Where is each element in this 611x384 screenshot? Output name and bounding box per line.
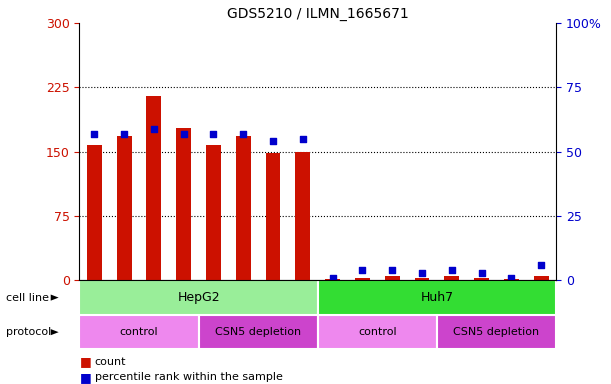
Text: control: control bbox=[358, 327, 397, 337]
Point bbox=[477, 270, 486, 276]
Point bbox=[447, 267, 456, 273]
Bar bbox=[295, 152, 310, 280]
Point bbox=[119, 131, 129, 137]
Point bbox=[238, 131, 248, 137]
Point bbox=[417, 270, 427, 276]
Bar bbox=[414, 278, 430, 280]
Bar bbox=[266, 153, 280, 280]
Point bbox=[149, 126, 159, 132]
Point bbox=[507, 275, 516, 281]
Bar bbox=[325, 279, 340, 280]
Bar bbox=[444, 276, 459, 280]
Point bbox=[387, 267, 397, 273]
Bar bbox=[87, 145, 102, 280]
Bar bbox=[79, 315, 199, 349]
Text: count: count bbox=[95, 356, 126, 367]
Text: control: control bbox=[120, 327, 158, 337]
Bar bbox=[504, 279, 519, 280]
Point bbox=[298, 136, 308, 142]
Bar bbox=[206, 145, 221, 280]
Bar bbox=[474, 278, 489, 280]
Text: cell line: cell line bbox=[6, 293, 49, 303]
Point bbox=[89, 131, 99, 137]
Bar bbox=[199, 315, 318, 349]
Bar bbox=[147, 96, 161, 280]
Bar bbox=[437, 315, 556, 349]
Text: protocol: protocol bbox=[6, 327, 51, 337]
Bar bbox=[533, 276, 549, 280]
Bar bbox=[79, 280, 318, 315]
Text: ■: ■ bbox=[79, 371, 91, 384]
Bar bbox=[318, 315, 437, 349]
Point bbox=[357, 267, 367, 273]
Bar bbox=[355, 278, 370, 280]
Point bbox=[536, 262, 546, 268]
Point bbox=[179, 131, 189, 137]
Point bbox=[268, 138, 278, 144]
Bar bbox=[236, 136, 251, 280]
Text: Huh7: Huh7 bbox=[420, 291, 453, 304]
Bar bbox=[318, 280, 556, 315]
Bar bbox=[176, 127, 191, 280]
Point bbox=[327, 275, 337, 281]
Text: HepG2: HepG2 bbox=[177, 291, 220, 304]
Point bbox=[208, 131, 218, 137]
Title: GDS5210 / ILMN_1665671: GDS5210 / ILMN_1665671 bbox=[227, 7, 409, 21]
Text: ■: ■ bbox=[79, 355, 91, 368]
Bar bbox=[117, 136, 131, 280]
Text: CSN5 depletion: CSN5 depletion bbox=[453, 327, 540, 337]
Bar bbox=[385, 276, 400, 280]
Text: CSN5 depletion: CSN5 depletion bbox=[215, 327, 301, 337]
Text: percentile rank within the sample: percentile rank within the sample bbox=[95, 372, 282, 382]
